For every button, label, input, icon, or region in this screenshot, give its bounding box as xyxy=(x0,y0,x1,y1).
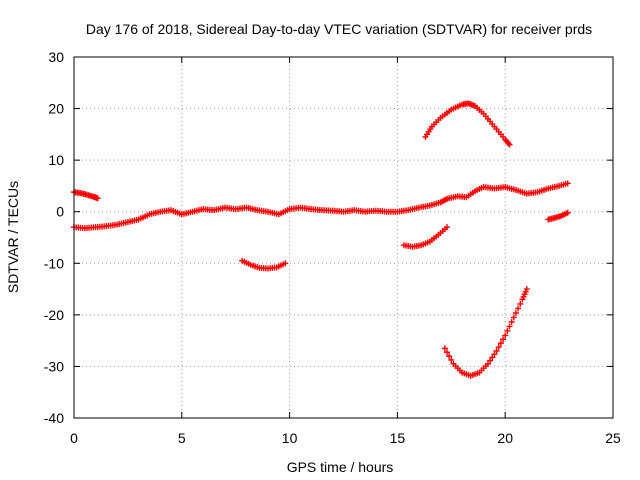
data-point xyxy=(443,224,450,231)
grid-lines xyxy=(74,57,613,418)
y-tick-label: -20 xyxy=(44,307,64,323)
data-point xyxy=(523,286,530,293)
x-axis-title: GPS time / hours xyxy=(287,459,394,475)
arc-evening-upper xyxy=(422,100,513,148)
x-tick-label: 5 xyxy=(178,430,186,446)
data-point xyxy=(564,209,571,216)
data-point xyxy=(506,141,513,148)
axis-ticks: 0 5 10 15 20 25 -40 -30 -20 -10 0 10 20 30 xyxy=(44,49,621,446)
data-point xyxy=(508,318,515,325)
data-point xyxy=(493,347,500,354)
x-tick-label: 20 xyxy=(497,430,513,446)
plot-border xyxy=(73,56,614,419)
data-point xyxy=(517,300,524,307)
arc-evening-lower xyxy=(441,286,530,379)
arc-midday-dip xyxy=(239,257,289,272)
y-tick-label: -40 xyxy=(44,410,64,426)
y-tick-label: -10 xyxy=(44,255,64,271)
data-point xyxy=(487,357,494,364)
data-point xyxy=(510,314,517,321)
chart-title: Day 176 of 2018, Sidereal Day-to-day VTE… xyxy=(86,21,592,37)
arc-late-small xyxy=(545,209,571,223)
y-tick-label: 10 xyxy=(48,152,64,168)
data-point xyxy=(515,305,522,312)
x-tick-label: 10 xyxy=(282,430,298,446)
y-axis-title: SDTVAR / TECUs xyxy=(5,181,21,293)
data-point xyxy=(443,349,450,356)
data-point xyxy=(502,332,509,339)
y-tick-label: 0 xyxy=(56,204,64,220)
data-point xyxy=(282,260,289,267)
data-point xyxy=(506,323,513,330)
y-tick-label: 30 xyxy=(48,49,64,65)
data-point xyxy=(441,345,448,352)
y-tick-label: 20 xyxy=(48,101,64,117)
data-point xyxy=(504,327,511,334)
data-point xyxy=(489,354,496,361)
data-point xyxy=(505,140,512,147)
data-point xyxy=(495,344,502,351)
arc-early-high xyxy=(71,189,101,202)
data-point xyxy=(446,353,453,360)
data-point xyxy=(500,336,507,343)
arc-main-baseline xyxy=(71,195,450,232)
data-point xyxy=(491,351,498,358)
arc-late-baseline xyxy=(443,180,571,202)
x-tick-label: 25 xyxy=(605,430,621,446)
data-point xyxy=(497,340,504,347)
x-tick-label: 15 xyxy=(390,430,406,446)
x-tick-label: 0 xyxy=(70,430,78,446)
data-point xyxy=(512,309,519,316)
data-point xyxy=(564,180,571,187)
y-tick-label: -30 xyxy=(44,358,64,374)
arc-afternoon-dip xyxy=(400,224,450,250)
data-point xyxy=(484,360,491,367)
data-point xyxy=(94,195,101,202)
data-point xyxy=(448,356,455,363)
data-series xyxy=(71,100,571,379)
